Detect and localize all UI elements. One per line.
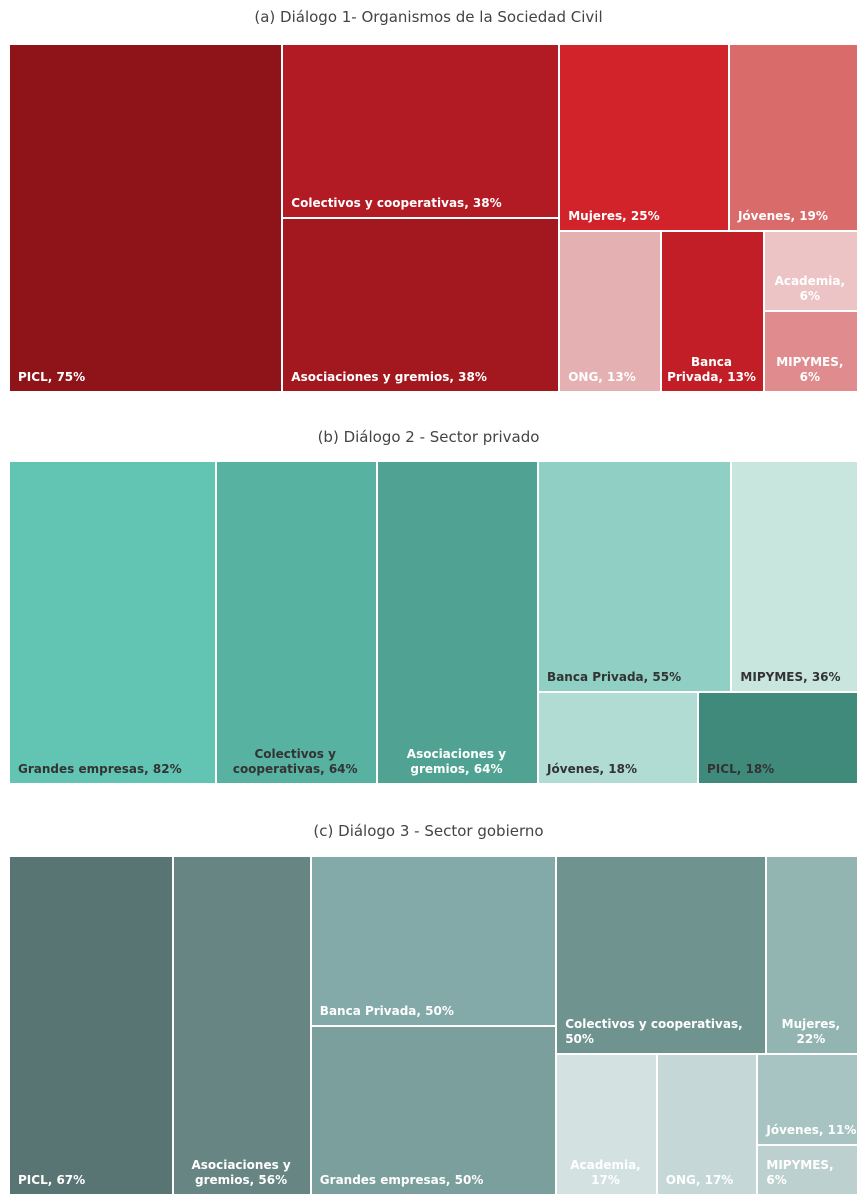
chart-title: (a) Diálogo 1- Organismos de la Sociedad… [0, 8, 857, 26]
treemap-cell: ONG, 13% [560, 232, 662, 393]
treemap-cell: PICL, 18% [699, 693, 857, 785]
treemap-cell: Jóvenes, 19% [730, 45, 857, 232]
cell-label: ONG, 13% [568, 370, 636, 385]
treemap-cell: ONG, 17% [658, 1055, 759, 1196]
cell-label: Banca Privada, 50% [320, 1004, 454, 1019]
treemap-cell: Jóvenes, 11% [758, 1055, 857, 1146]
treemap-cell: Asociaciones y gremios, 38% [283, 219, 560, 393]
cell-label: Jóvenes, 18% [547, 762, 637, 777]
cell-label: PICL, 18% [707, 762, 774, 777]
treemap-cell: Jóvenes, 18% [539, 693, 699, 785]
cell-label: MIPYMES, 6% [765, 355, 855, 385]
treemap-cell: MIPYMES, 6% [765, 312, 857, 393]
cell-label: Banca Privada, 13% [662, 355, 760, 385]
treemap-cell: Mujeres, 25% [560, 45, 730, 232]
cell-label: Grandes empresas, 50% [320, 1173, 484, 1188]
cell-label: Asociaciones y gremios, 64% [378, 747, 535, 777]
treemap-cell: Asociaciones y gremios, 56% [174, 857, 311, 1196]
chart-title: (b) Diálogo 2 - Sector privado [0, 428, 857, 446]
treemap-cell: Academia, 17% [557, 1055, 658, 1196]
cell-label: Asociaciones y gremios, 38% [291, 370, 487, 385]
cell-label: Mujeres, 22% [767, 1017, 855, 1047]
cell-label: Grandes empresas, 82% [18, 762, 182, 777]
treemap-cell: PICL, 75% [10, 45, 283, 393]
cell-label: Jóvenes, 11% [766, 1123, 856, 1138]
treemap-cell: PICL, 67% [10, 857, 174, 1196]
cell-label: PICL, 75% [18, 370, 85, 385]
treemap-cell: Colectivos y cooperativas, 38% [283, 45, 560, 219]
cell-label: MIPYMES, 36% [740, 670, 840, 685]
treemap-cell: Banca Privada, 13% [662, 232, 764, 393]
cell-label: Banca Privada, 55% [547, 670, 681, 685]
cell-label: Colectivos y cooperativas, 64% [217, 747, 374, 777]
cell-label: Colectivos y cooperativas, 38% [291, 196, 501, 211]
treemap-cell: Grandes empresas, 50% [312, 1027, 557, 1196]
treemap-cell: Mujeres, 22% [767, 857, 857, 1055]
cell-label: Jóvenes, 19% [738, 209, 828, 224]
treemap-cell: Grandes empresas, 82% [10, 462, 217, 785]
treemap-cell: Asociaciones y gremios, 64% [378, 462, 539, 785]
cell-label: Asociaciones y gremios, 56% [174, 1158, 307, 1188]
cell-label: MIPYMES, 6% [766, 1158, 857, 1188]
treemap-cell: Colectivos y cooperativas, 64% [217, 462, 378, 785]
treemap-cell: Academia, 6% [765, 232, 857, 313]
cell-label: ONG, 17% [666, 1173, 734, 1188]
cell-label: PICL, 67% [18, 1173, 85, 1188]
treemap-cell: MIPYMES, 36% [732, 462, 857, 693]
cell-label: Academia, 6% [765, 274, 855, 304]
treemap-cell: Banca Privada, 50% [312, 857, 557, 1027]
cell-label: Colectivos y cooperativas, 50% [565, 1017, 765, 1047]
cell-label: Mujeres, 25% [568, 209, 659, 224]
chart-title: (c) Diálogo 3 - Sector gobierno [0, 822, 857, 840]
cell-label: Academia, 17% [557, 1158, 654, 1188]
treemap-cell: MIPYMES, 6% [758, 1146, 857, 1196]
treemap-cell: Banca Privada, 55% [539, 462, 732, 693]
treemap-cell: Colectivos y cooperativas, 50% [557, 857, 767, 1055]
